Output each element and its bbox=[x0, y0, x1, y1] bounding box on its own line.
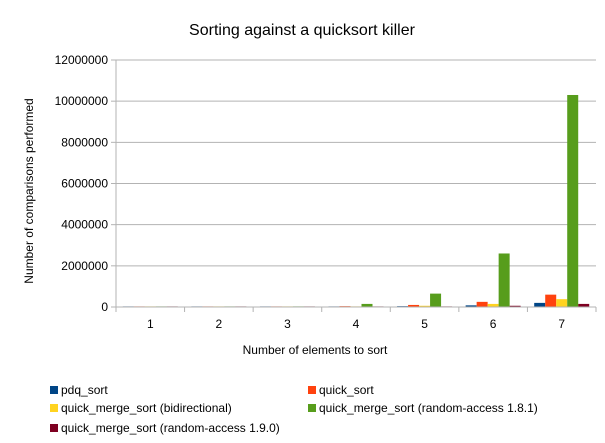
legend-swatch bbox=[50, 404, 58, 412]
bar bbox=[545, 294, 557, 307]
legend-swatch bbox=[308, 404, 316, 412]
legend-swatch bbox=[308, 386, 316, 394]
x-tick-label: 7 bbox=[558, 317, 565, 331]
gridlines bbox=[111, 59, 597, 312]
bar bbox=[534, 302, 546, 307]
x-tick-labels: 1 2 3 4 5 6 7 bbox=[147, 317, 565, 331]
x-tick-label: 1 bbox=[147, 317, 154, 331]
x-tick-label: 5 bbox=[421, 317, 428, 331]
x-tick-label: 6 bbox=[490, 317, 497, 331]
bar bbox=[476, 301, 488, 307]
legend-entry: quick_merge_sort (bidirectional) bbox=[61, 401, 232, 415]
x-axis-label: Number of elements to sort bbox=[243, 343, 388, 357]
bar bbox=[509, 305, 521, 307]
y-tick-labels: 0 2000000 4000000 6000000 8000000 10000000 120… bbox=[55, 53, 109, 314]
bar bbox=[556, 299, 568, 307]
y-tick-label: 2000000 bbox=[61, 259, 108, 273]
y-axis-label: Number of comparisons performed bbox=[22, 98, 36, 283]
y-tick-label: 12000000 bbox=[55, 53, 109, 67]
chart-title: Sorting against a quicksort killer bbox=[189, 22, 416, 39]
legend-entry: pdq_sort bbox=[61, 383, 108, 397]
bar bbox=[419, 305, 431, 307]
x-tick-label: 2 bbox=[216, 317, 223, 331]
bar bbox=[465, 305, 477, 307]
y-tick-label: 4000000 bbox=[61, 218, 108, 232]
y-tick-label: 0 bbox=[101, 300, 108, 314]
x-tick-label: 3 bbox=[284, 317, 291, 331]
legend-entry: quick_sort bbox=[319, 383, 374, 397]
bar bbox=[430, 293, 442, 307]
legend-entry: quick_merge_sort (random-access 1.8.1) bbox=[319, 401, 538, 415]
bar bbox=[361, 303, 373, 307]
legend-swatch bbox=[50, 386, 58, 394]
bar bbox=[567, 94, 579, 307]
y-tick-label: 8000000 bbox=[61, 135, 108, 149]
bar bbox=[498, 253, 510, 307]
y-tick-label: 10000000 bbox=[55, 94, 109, 108]
bar bbox=[408, 304, 420, 307]
y-tick-label: 6000000 bbox=[61, 177, 108, 191]
legend: pdq_sort quick_sort quick_merge_sort (bidi… bbox=[50, 383, 538, 435]
legend-swatch bbox=[50, 424, 58, 432]
bars bbox=[122, 94, 590, 307]
x-tick-label: 4 bbox=[353, 317, 360, 331]
bar bbox=[487, 303, 499, 307]
bar bbox=[578, 303, 590, 307]
legend-entry: quick_merge_sort (random-access 1.9.0) bbox=[61, 421, 280, 435]
